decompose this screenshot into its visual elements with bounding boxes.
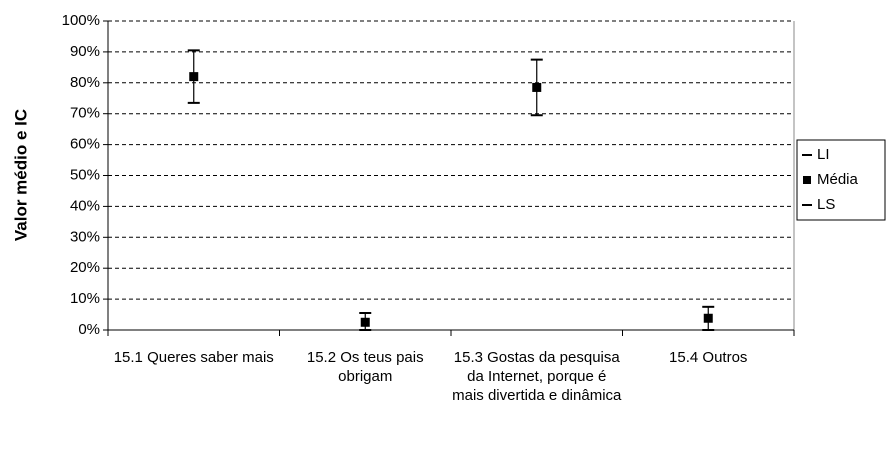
y-tick-label: 60% xyxy=(70,136,100,153)
y-tick-label: 30% xyxy=(70,228,100,245)
mean-mark xyxy=(703,313,713,323)
y-tick-label: 40% xyxy=(70,197,100,214)
x-tick-label: 15.1 Queres saber mais xyxy=(113,349,274,366)
y-tick-label: 20% xyxy=(70,259,100,276)
x-tick-label: 15.2 Os teus pais obrigam xyxy=(306,349,424,385)
y-tick-label: 100% xyxy=(62,12,100,29)
y-axis-label: Valor médio e IC xyxy=(11,109,30,241)
legend-label: LI xyxy=(817,146,830,163)
legend-label: Média xyxy=(817,171,859,188)
legend-box xyxy=(796,139,886,221)
y-tick-label: 80% xyxy=(70,74,100,91)
mean-mark xyxy=(532,82,542,92)
y-tick-label: 10% xyxy=(70,290,100,307)
y-tick-label: 0% xyxy=(78,321,100,338)
mean-mark xyxy=(360,317,370,327)
mean-mark xyxy=(189,72,199,82)
legend-label: LS xyxy=(817,196,835,213)
x-tick-label: 15.4 Outros xyxy=(669,349,748,366)
x-tick-label: 15.3 Gostas da pesquisa da Internet, por… xyxy=(452,349,622,404)
legend-marker xyxy=(803,176,811,184)
y-tick-label: 50% xyxy=(70,166,100,183)
y-tick-label: 70% xyxy=(70,105,100,122)
y-tick-label: 90% xyxy=(70,43,100,60)
